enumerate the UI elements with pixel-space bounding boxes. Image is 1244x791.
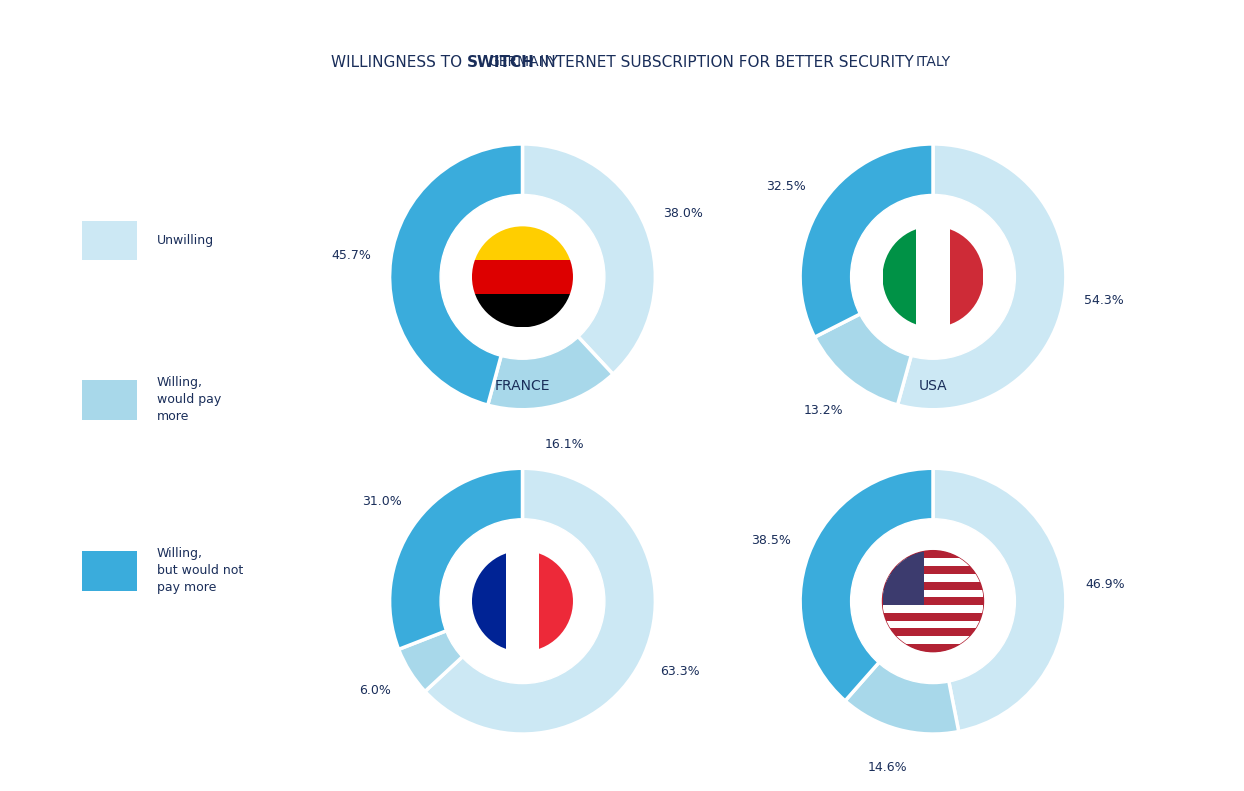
Text: 32.5%: 32.5% [766, 180, 806, 193]
FancyBboxPatch shape [882, 574, 984, 581]
Text: 46.9%: 46.9% [1085, 578, 1125, 591]
Wedge shape [815, 312, 912, 405]
FancyBboxPatch shape [471, 551, 505, 652]
Wedge shape [425, 468, 656, 734]
FancyBboxPatch shape [882, 621, 984, 628]
Text: 16.1%: 16.1% [545, 437, 585, 451]
Text: 38.0%: 38.0% [663, 206, 703, 220]
Circle shape [464, 218, 581, 335]
FancyBboxPatch shape [882, 226, 916, 327]
Text: 63.3%: 63.3% [661, 664, 700, 678]
Text: 38.5%: 38.5% [751, 534, 791, 547]
Text: 54.3%: 54.3% [1085, 293, 1125, 307]
Circle shape [875, 218, 991, 335]
Text: FRANCE: FRANCE [495, 379, 550, 393]
Wedge shape [933, 468, 1066, 732]
Circle shape [464, 543, 581, 660]
FancyBboxPatch shape [882, 581, 984, 589]
Wedge shape [845, 659, 959, 734]
FancyBboxPatch shape [882, 605, 984, 613]
FancyBboxPatch shape [471, 226, 573, 260]
FancyBboxPatch shape [505, 551, 540, 652]
Wedge shape [897, 144, 1066, 410]
FancyBboxPatch shape [882, 566, 984, 574]
Text: SWITCH: SWITCH [466, 55, 535, 70]
Wedge shape [800, 144, 933, 337]
FancyBboxPatch shape [82, 221, 137, 260]
FancyBboxPatch shape [882, 558, 984, 566]
FancyBboxPatch shape [882, 644, 984, 652]
FancyBboxPatch shape [471, 260, 573, 293]
Circle shape [882, 551, 984, 652]
Wedge shape [488, 333, 613, 410]
Circle shape [471, 226, 573, 327]
Circle shape [851, 519, 1015, 683]
Text: WILLINGNESS TO: WILLINGNESS TO [331, 55, 466, 70]
Text: INTERNET SUBSCRIPTION FOR BETTER SECURITY: INTERNET SUBSCRIPTION FOR BETTER SECURIT… [535, 55, 913, 70]
Wedge shape [398, 629, 466, 691]
Text: USA: USA [918, 379, 948, 393]
FancyBboxPatch shape [82, 380, 137, 420]
Wedge shape [800, 468, 933, 701]
Circle shape [851, 195, 1015, 359]
Text: Willing,
but would not
pay more: Willing, but would not pay more [157, 547, 243, 594]
Circle shape [440, 519, 605, 683]
Circle shape [471, 551, 573, 652]
FancyBboxPatch shape [882, 613, 984, 621]
Circle shape [875, 543, 991, 660]
FancyBboxPatch shape [950, 226, 984, 327]
FancyBboxPatch shape [882, 551, 984, 558]
Text: ITALY: ITALY [916, 55, 950, 69]
Text: Willing,
would pay
more: Willing, would pay more [157, 377, 221, 423]
Wedge shape [389, 144, 522, 405]
FancyBboxPatch shape [540, 551, 573, 652]
FancyBboxPatch shape [882, 628, 984, 636]
Circle shape [882, 226, 984, 327]
Circle shape [440, 195, 605, 359]
FancyBboxPatch shape [882, 589, 984, 597]
Text: Unwilling: Unwilling [157, 234, 214, 247]
FancyBboxPatch shape [882, 597, 984, 605]
FancyBboxPatch shape [882, 551, 924, 605]
Wedge shape [522, 144, 656, 374]
FancyBboxPatch shape [471, 293, 573, 327]
Text: GERMANY: GERMANY [488, 55, 557, 69]
FancyBboxPatch shape [882, 636, 984, 644]
FancyBboxPatch shape [916, 226, 950, 327]
Text: 13.2%: 13.2% [804, 404, 843, 417]
Text: 31.0%: 31.0% [362, 495, 402, 508]
Text: 6.0%: 6.0% [360, 684, 391, 698]
Text: 14.6%: 14.6% [868, 762, 908, 774]
Wedge shape [389, 468, 522, 649]
Text: 45.7%: 45.7% [331, 249, 371, 263]
FancyBboxPatch shape [82, 551, 137, 591]
